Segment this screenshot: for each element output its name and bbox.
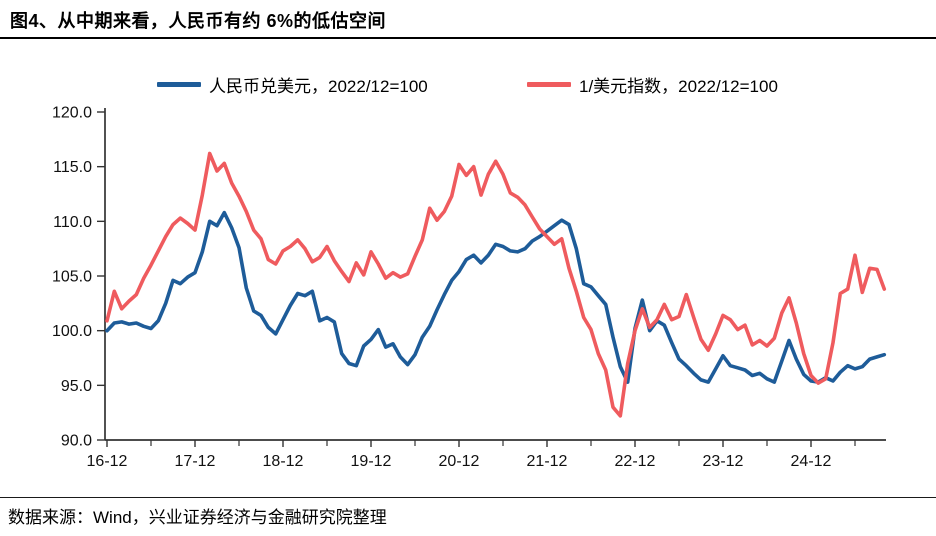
svg-text:17-12: 17-12 bbox=[175, 453, 216, 470]
svg-text:110.0: 110.0 bbox=[53, 214, 92, 231]
legend-swatch-inverse-dxy bbox=[527, 82, 571, 87]
svg-text:18-12: 18-12 bbox=[263, 453, 304, 470]
svg-text:22-12: 22-12 bbox=[615, 453, 656, 470]
source-note: 数据来源：Wind，兴业证券经济与金融研究院整理 bbox=[8, 508, 387, 527]
svg-text:19-12: 19-12 bbox=[351, 453, 392, 470]
svg-text:100.0: 100.0 bbox=[52, 323, 92, 340]
svg-text:105.0: 105.0 bbox=[52, 269, 92, 286]
svg-text:16-12: 16-12 bbox=[87, 453, 128, 470]
legend-item-cny-usd: 人民币兑美元，2022/12=100 bbox=[157, 72, 428, 97]
svg-text:20-12: 20-12 bbox=[439, 453, 480, 470]
legend-label-inverse-dxy: 1/美元指数，2022/12=100 bbox=[579, 77, 778, 96]
svg-text:23-12: 23-12 bbox=[703, 453, 744, 470]
svg-text:90.0: 90.0 bbox=[61, 433, 92, 450]
footer-divider bbox=[0, 497, 936, 498]
title-underline bbox=[0, 37, 936, 39]
svg-text:21-12: 21-12 bbox=[527, 453, 568, 470]
chart-legend: 人民币兑美元，2022/12=100 1/美元指数，2022/12=100 bbox=[0, 72, 936, 98]
svg-text:115.0: 115.0 bbox=[53, 159, 92, 176]
svg-text:95.0: 95.0 bbox=[61, 378, 92, 395]
svg-text:120.0: 120.0 bbox=[52, 105, 92, 122]
legend-item-inverse-dxy: 1/美元指数，2022/12=100 bbox=[527, 72, 778, 97]
svg-text:24-12: 24-12 bbox=[791, 453, 832, 470]
chart-canvas: 120.0 115.0 110.0 105.0 100.0 95.0 90.0 16-12 17… bbox=[52, 105, 887, 470]
chart-title: 图4、从中期来看，人民币有约 6%的低估空间 bbox=[10, 11, 387, 31]
legend-label-cny-usd: 人民币兑美元，2022/12=100 bbox=[209, 77, 428, 96]
legend-swatch-cny-usd bbox=[157, 82, 201, 87]
